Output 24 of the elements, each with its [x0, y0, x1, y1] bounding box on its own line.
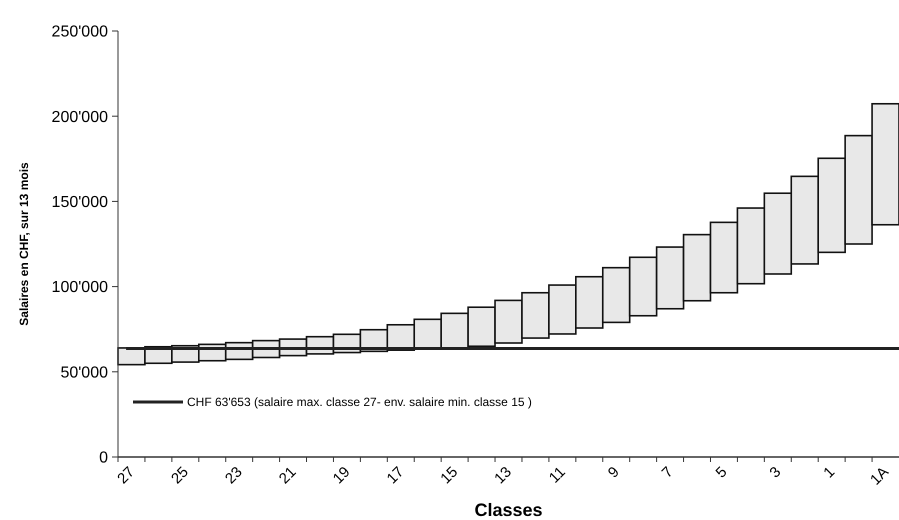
x-tick-label: 1 [820, 464, 838, 482]
x-tick-label: 25 [168, 464, 192, 488]
y-tick-label: 250'000 [52, 24, 108, 41]
x-tick-label: 5 [712, 464, 730, 482]
x-tick-label: 1A [867, 464, 892, 489]
x-tick-label: 19 [330, 464, 354, 488]
y-tick-label: 50'000 [60, 364, 108, 382]
x-axis-title: Classes [474, 500, 543, 520]
x-tick-label: 7 [658, 464, 677, 482]
y-tick-label: 100'000 [52, 279, 108, 296]
y-axis-title: Salaires en CHF, sur 13 mois [17, 162, 31, 326]
x-tick-label: 11 [546, 464, 569, 487]
y-tick-label: 0 [99, 450, 108, 467]
x-tick-label: 3 [766, 464, 784, 482]
x-tick-label: 23 [222, 464, 246, 488]
legend-label: CHF 63'653 (salaire max. classe 27- env. salaire min. classe 15 ) [187, 395, 532, 410]
x-tick-label: 21 [276, 464, 300, 488]
x-tick-label: 17 [383, 464, 408, 488]
x-tick-label: 9 [604, 464, 623, 482]
y-tick-label: 200'000 [52, 108, 108, 126]
x-tick-label: 15 [437, 464, 462, 488]
x-tick-label: 27 [114, 464, 138, 488]
x-tick-label: 13 [491, 464, 516, 488]
y-tick-label: 150'000 [52, 194, 108, 211]
